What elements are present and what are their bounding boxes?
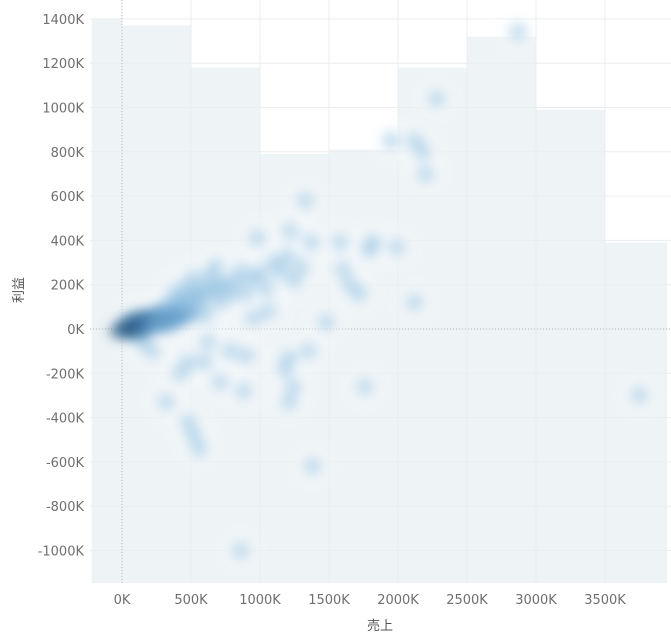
scatter-point xyxy=(190,293,209,312)
y-tick-label: 400K xyxy=(51,234,85,249)
scatter-point xyxy=(157,393,176,412)
x-tick-label: 0K xyxy=(114,593,131,608)
x-tick-label: 2500K xyxy=(446,593,488,608)
scatter-point xyxy=(231,541,250,560)
scatter-point xyxy=(387,238,406,257)
scatter-point xyxy=(630,386,649,405)
scatter-point xyxy=(355,377,374,396)
y-tick-label: -600K xyxy=(46,456,85,471)
scatter-point xyxy=(281,222,300,241)
y-tick-labels: 1400K 1200K 1000K 800K 600K 400K 200K 0K -200K -4… xyxy=(38,13,85,560)
scatter-point xyxy=(284,377,303,396)
y-tick-label: -400K xyxy=(46,412,85,427)
scatter-point xyxy=(133,333,152,352)
scatter-point xyxy=(299,342,318,361)
y-tick-label: 200K xyxy=(51,279,85,294)
scatter-point xyxy=(248,229,267,248)
scatter-point xyxy=(275,359,294,378)
scatter-point xyxy=(405,293,424,312)
scatter-point xyxy=(296,191,315,210)
scatter-point xyxy=(509,23,528,42)
scatter-point xyxy=(427,89,446,108)
scatter-point xyxy=(303,457,322,476)
zero-lines xyxy=(90,0,671,583)
scatter-point xyxy=(317,313,336,332)
x-tick-label: 1500K xyxy=(308,593,350,608)
y-axis-title: 利益 xyxy=(12,277,27,303)
y-tick-label: 800K xyxy=(51,146,85,161)
background-bin xyxy=(605,242,668,583)
x-axis-title: 売上 xyxy=(367,618,393,634)
scatter-point xyxy=(210,373,229,392)
x-tick-label: 500K xyxy=(174,593,208,608)
scatter-point xyxy=(237,284,256,303)
density-marks xyxy=(109,19,653,564)
x-tick-label: 2000K xyxy=(377,593,419,608)
scatter-point xyxy=(331,233,350,252)
x-tick-label: 3000K xyxy=(515,593,557,608)
scatter-point xyxy=(279,393,298,412)
scatter-point xyxy=(220,342,239,361)
scatter-point xyxy=(333,260,352,279)
scatter-point xyxy=(206,257,225,276)
scatter-point xyxy=(237,346,256,365)
background-bin xyxy=(91,18,122,583)
scatter-point xyxy=(416,164,435,183)
y-tick-label: -1000K xyxy=(38,545,85,560)
x-tick-label: 3500K xyxy=(584,593,626,608)
scatter-point xyxy=(302,233,321,252)
scatter-point xyxy=(292,257,311,276)
background-bin xyxy=(467,36,536,583)
scatter-point xyxy=(195,353,214,372)
scatter-point xyxy=(382,131,401,150)
scatter-point xyxy=(350,284,369,303)
scatter-point xyxy=(259,302,278,321)
scatter-point xyxy=(198,333,217,352)
y-tick-label: 0K xyxy=(67,323,84,338)
y-tick-label: 600K xyxy=(51,190,85,205)
scatter-point xyxy=(413,142,432,161)
scatter-point xyxy=(257,280,276,299)
scatter-point xyxy=(285,271,304,290)
x-tick-label: 1000K xyxy=(239,593,281,608)
scatter-point xyxy=(234,382,253,401)
scatter-point xyxy=(364,233,383,252)
background-bin xyxy=(536,109,605,583)
gridlines xyxy=(90,0,671,583)
x-tick-labels: 0K 500K 1000K 1500K 2000K 2500K 3000K 3500K xyxy=(114,593,627,608)
y-tick-label: 1000K xyxy=(42,102,84,117)
scatter-point xyxy=(251,264,269,283)
y-tick-label: -200K xyxy=(46,367,85,382)
scatter-point xyxy=(271,262,290,281)
scatter-point xyxy=(179,353,198,372)
scatter-point xyxy=(190,439,209,458)
scatter-point xyxy=(278,246,297,265)
background-bins xyxy=(91,18,668,583)
y-tick-label: 1200K xyxy=(42,57,84,72)
scatter-point xyxy=(184,269,203,288)
y-tick-label: 1400K xyxy=(42,13,84,28)
density-core xyxy=(109,306,196,339)
density-blob xyxy=(145,306,196,332)
y-tick-label: -800K xyxy=(46,500,85,515)
scatter-point xyxy=(244,308,263,327)
background-bin xyxy=(329,149,398,583)
